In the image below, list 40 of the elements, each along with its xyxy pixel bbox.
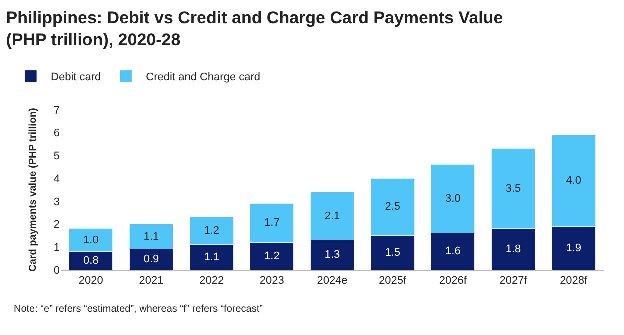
- y-tick-label: 2: [54, 219, 60, 232]
- data-label: 1.5: [385, 246, 400, 259]
- x-tick-label: 2023: [260, 275, 284, 288]
- chart-title: Philippines: Debit vs Credit and Charge Card Payments Value (PHP trillion), 2020-28: [6, 8, 504, 50]
- data-label: 1.9: [566, 242, 582, 254]
- data-label: 4.0: [566, 174, 582, 187]
- y-tick-label: 7: [54, 104, 60, 117]
- data-label: 1.6: [446, 246, 461, 258]
- data-label: 1.0: [84, 234, 99, 246]
- legend-label: Credit and Charge card: [146, 72, 261, 84]
- y-tick-label: 3: [54, 196, 60, 208]
- x-tick-label: 2027f: [500, 275, 528, 288]
- x-tick-label: 2021: [139, 275, 164, 288]
- legend-label: Debit card: [51, 72, 102, 84]
- data-label: 0.8: [84, 254, 99, 267]
- data-label: 1.1: [204, 251, 220, 264]
- y-axis-title: Card payments value (PHP trillion): [28, 108, 39, 272]
- y-tick-label: 0: [54, 264, 60, 277]
- x-tick-label: 2025f: [379, 275, 408, 288]
- x-tick-label: 2022: [200, 275, 224, 288]
- y-tick-label: 6: [54, 128, 60, 140]
- y-tick-label: 1: [54, 242, 60, 254]
- data-label: 1.3: [324, 249, 340, 262]
- data-label: 0.9: [144, 254, 160, 266]
- x-tick-label: 2028f: [560, 275, 589, 288]
- data-label: 1.8: [506, 243, 522, 256]
- data-label: 2.5: [385, 201, 400, 214]
- data-label: 1.2: [264, 250, 280, 262]
- data-label: 3.5: [506, 182, 522, 195]
- text: Note: “e” refers “estimated”, whereas “f” refers “forecast”: [14, 304, 263, 315]
- data-label: 1.2: [204, 225, 220, 238]
- x-tick-label: 2026f: [439, 275, 468, 288]
- data-label: 1.1: [144, 230, 160, 243]
- y-tick-label: 5: [54, 150, 60, 163]
- x-tick-label: 2024e: [317, 275, 348, 288]
- data-label: 2.1: [324, 210, 340, 222]
- data-label: 1.7: [264, 217, 280, 230]
- data-label: 3.0: [446, 193, 461, 206]
- y-tick-label: 4: [54, 173, 60, 186]
- x-tick-label: 2020: [78, 275, 104, 288]
